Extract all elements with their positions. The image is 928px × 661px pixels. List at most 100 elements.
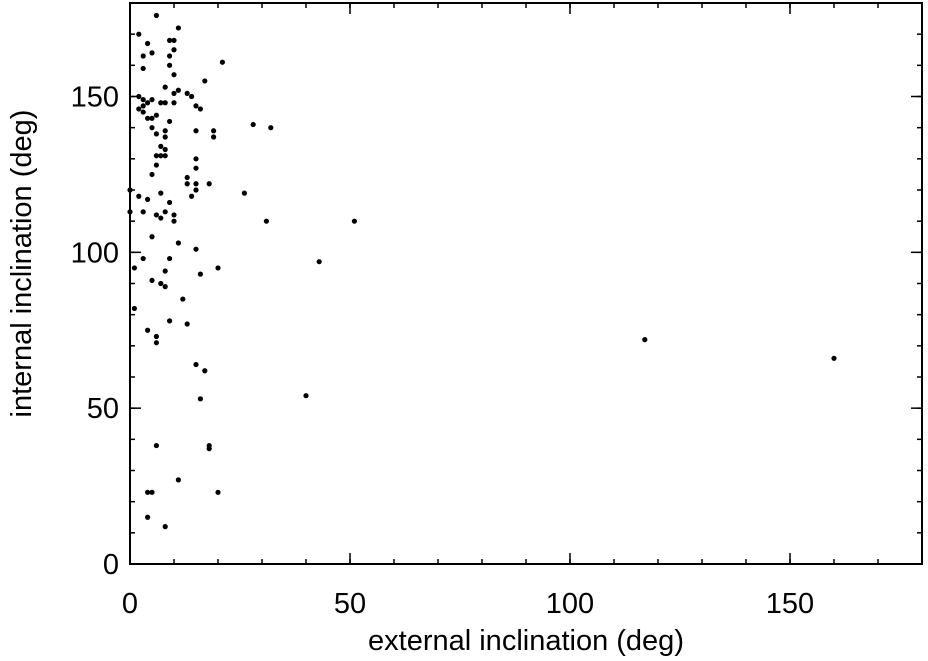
data-point: [167, 37, 173, 44]
y-tick-label: 100: [71, 237, 119, 269]
data-point: [145, 100, 151, 106]
data-point: [153, 153, 159, 159]
x-axis-title: external inclination (deg): [368, 625, 684, 657]
data-point: [145, 514, 151, 520]
data-point: [149, 171, 155, 178]
data-point: [175, 477, 181, 483]
data-point: [149, 50, 155, 56]
plot-frame: [129, 2, 923, 565]
data-point: [184, 321, 190, 327]
data-point: [189, 93, 195, 100]
data-point: [167, 53, 173, 59]
data-point: [171, 212, 177, 218]
data-point: [215, 489, 221, 495]
data-point: [162, 84, 168, 90]
data-point: [167, 62, 173, 68]
data-point: [153, 212, 159, 218]
data-point: [215, 265, 221, 271]
data-point: [158, 280, 164, 287]
data-point: [184, 90, 190, 96]
data-point: [175, 87, 181, 93]
data-point: [642, 337, 648, 343]
data-point: [153, 442, 159, 449]
data-point: [145, 489, 151, 495]
data-point: [153, 131, 159, 137]
data-point: [162, 100, 168, 106]
data-point: [167, 199, 173, 206]
data-point: [145, 115, 151, 121]
data-point: [136, 106, 142, 112]
data-point: [158, 190, 164, 196]
data-point: [197, 106, 203, 112]
data-point: [193, 361, 199, 368]
data-point: [153, 333, 159, 340]
data-point: [153, 162, 159, 168]
data-point: [197, 271, 203, 277]
data-point: [149, 115, 155, 121]
data-point: [149, 234, 155, 240]
data-point: [162, 209, 168, 215]
data-point: [145, 196, 151, 202]
data-point: [193, 165, 199, 171]
data-point: [153, 12, 159, 19]
data-point: [180, 296, 186, 302]
data-point: [167, 118, 173, 125]
data-point: [136, 93, 142, 100]
data-point: [202, 78, 208, 84]
data-point: [193, 246, 199, 252]
data-point: [162, 284, 168, 290]
data-point: [263, 218, 269, 224]
data-point: [149, 489, 155, 495]
data-point: [250, 121, 256, 128]
data-point: [171, 37, 177, 44]
data-point: [131, 265, 137, 271]
data-point: [193, 128, 199, 134]
data-point: [153, 112, 159, 118]
data-point: [351, 218, 357, 224]
data-point: [171, 72, 177, 78]
data-point: [206, 446, 212, 452]
data-point: [140, 53, 146, 59]
data-point: [140, 97, 146, 103]
x-tick-label: 0: [122, 588, 138, 620]
data-point: [167, 255, 173, 262]
data-point: [241, 190, 247, 196]
data-point: [171, 90, 177, 96]
data-point: [158, 100, 164, 106]
data-point: [158, 215, 164, 221]
data-point: [193, 181, 199, 187]
data-point: [162, 524, 168, 530]
data-point: [167, 318, 173, 324]
data-point: [316, 259, 322, 265]
data-point: [136, 193, 142, 199]
data-point: [136, 31, 142, 37]
data-point: [140, 109, 146, 115]
data-point: [193, 103, 199, 109]
data-point: [197, 396, 203, 402]
data-points: [127, 12, 837, 530]
data-point: [171, 47, 177, 53]
y-tick-label: 150: [71, 82, 119, 114]
data-point: [162, 128, 168, 134]
data-point: [140, 209, 146, 215]
data-point: [162, 146, 168, 153]
data-point: [303, 393, 309, 399]
data-point: [211, 128, 217, 134]
y-axis-title: internal inclination (deg): [6, 110, 38, 418]
data-point: [831, 355, 837, 361]
data-point: [219, 59, 225, 65]
data-point: [145, 327, 151, 333]
data-point: [149, 125, 155, 131]
data-point: [140, 103, 146, 109]
x-tick-label: 150: [766, 588, 814, 620]
data-point: [140, 255, 146, 262]
data-point: [193, 187, 199, 193]
data-point: [268, 125, 274, 131]
y-tick-label: 50: [87, 393, 119, 425]
data-point: [162, 153, 168, 159]
data-point: [162, 268, 168, 274]
data-point: [211, 134, 217, 140]
data-point: [153, 340, 159, 346]
data-point: [189, 193, 195, 199]
